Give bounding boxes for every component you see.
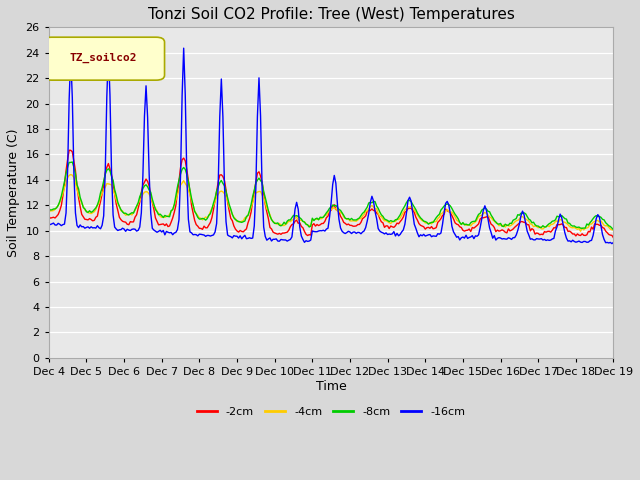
-4cm bbox=[67, 172, 75, 178]
-2cm bbox=[610, 235, 618, 241]
-4cm bbox=[387, 220, 395, 226]
-2cm bbox=[61, 181, 68, 187]
-4cm bbox=[399, 210, 407, 216]
FancyBboxPatch shape bbox=[43, 37, 164, 80]
-16cm bbox=[45, 221, 52, 227]
-4cm bbox=[577, 228, 584, 234]
Y-axis label: Soil Temperature (C): Soil Temperature (C) bbox=[7, 128, 20, 257]
-2cm bbox=[542, 229, 550, 235]
-2cm bbox=[45, 214, 52, 219]
Legend: -2cm, -4cm, -8cm, -16cm: -2cm, -4cm, -8cm, -16cm bbox=[193, 403, 470, 421]
Line: -16cm: -16cm bbox=[49, 48, 614, 244]
-8cm bbox=[399, 206, 407, 212]
-8cm bbox=[368, 200, 376, 205]
Line: -8cm: -8cm bbox=[49, 162, 614, 230]
-8cm bbox=[610, 227, 618, 233]
-4cm bbox=[45, 210, 52, 216]
-16cm bbox=[150, 227, 157, 233]
-2cm bbox=[152, 215, 159, 221]
-2cm bbox=[65, 147, 73, 153]
-16cm bbox=[610, 240, 618, 245]
-2cm bbox=[387, 223, 395, 229]
-16cm bbox=[61, 221, 68, 227]
X-axis label: Time: Time bbox=[316, 380, 346, 393]
-2cm bbox=[399, 214, 407, 220]
-8cm bbox=[68, 159, 76, 165]
-4cm bbox=[61, 184, 68, 190]
-8cm bbox=[387, 218, 395, 224]
-8cm bbox=[152, 206, 159, 212]
-4cm bbox=[542, 224, 550, 229]
-16cm bbox=[180, 45, 188, 51]
Text: TZ_soilco2: TZ_soilco2 bbox=[70, 53, 138, 63]
Line: -4cm: -4cm bbox=[49, 175, 614, 231]
-4cm bbox=[368, 203, 376, 208]
-16cm bbox=[542, 238, 550, 243]
-8cm bbox=[61, 179, 68, 185]
-16cm bbox=[368, 193, 376, 199]
-16cm bbox=[387, 231, 395, 237]
-16cm bbox=[399, 227, 407, 233]
-4cm bbox=[152, 205, 159, 211]
-8cm bbox=[45, 206, 52, 212]
-4cm bbox=[610, 228, 618, 233]
Line: -2cm: -2cm bbox=[49, 150, 614, 238]
-16cm bbox=[608, 241, 616, 247]
Title: Tonzi Soil CO2 Profile: Tree (West) Temperatures: Tonzi Soil CO2 Profile: Tree (West) Temp… bbox=[148, 7, 515, 22]
-2cm bbox=[368, 206, 376, 212]
-8cm bbox=[542, 224, 550, 230]
